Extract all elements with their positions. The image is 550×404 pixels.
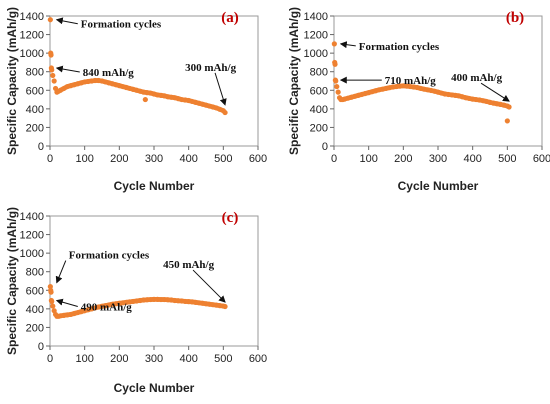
y-tick-label: 1400 [20, 211, 44, 223]
x-tick-label: 600 [533, 153, 550, 165]
annotation-label: Formation cycles [81, 19, 162, 31]
annotation-arrow [55, 65, 80, 73]
outlier-point [504, 118, 510, 124]
x-tick-label: 0 [331, 153, 337, 165]
y-tick-label: 600 [310, 85, 328, 97]
panel-label: (c) [222, 210, 239, 226]
x-tick-label: 300 [429, 153, 447, 165]
annotation-label: 490 mAh/g [81, 302, 133, 314]
annotation-label: 840 mAh/g [83, 67, 135, 79]
annotation-label: 300 mAh/g [185, 62, 237, 74]
annotation-label: Formation cycles [69, 250, 150, 262]
panel-label: (a) [221, 10, 239, 26]
x-tick-label: 100 [359, 153, 377, 165]
annotation-label: 710 mAh/g [385, 75, 437, 87]
x-tick-label: 600 [249, 153, 267, 165]
x-tick-label: 500 [214, 353, 232, 365]
x-tick-label: 400 [179, 353, 197, 365]
y-tick-label: 0 [38, 141, 44, 153]
data-point [334, 83, 340, 90]
data-point [222, 303, 228, 310]
annotation-arrow [214, 72, 227, 106]
annotation-arrow [480, 82, 510, 102]
annotation-arrow [55, 260, 67, 284]
x-tick-label: 200 [110, 153, 128, 165]
data-point [49, 67, 55, 73]
x-tick-label: 100 [75, 353, 93, 365]
data-point [333, 78, 339, 84]
x-axis-title: Cycle Number [114, 179, 195, 193]
y-tick-label: 1400 [20, 11, 44, 23]
x-tick-label: 400 [179, 153, 197, 165]
chart-panel-3: 0 200 400 600 800 1000 1200 1400 0 100 200 300 400 50… [5, 207, 267, 395]
annotation-label: 450 mAh/g [163, 259, 215, 271]
y-tick-label: 1000 [20, 248, 44, 260]
y-tick-label: 1200 [20, 30, 44, 42]
x-axis-title: Cycle Number [114, 381, 195, 395]
x-tick-label: 0 [47, 153, 53, 165]
y-tick-label: 1000 [20, 48, 44, 60]
data-point [50, 303, 56, 309]
annotation-label: 400 mAh/g [451, 72, 503, 84]
plot-frame [49, 215, 259, 347]
x-axis-title: Cycle Number [398, 179, 479, 193]
annotation-arrow [339, 41, 356, 49]
y-tick-label: 600 [26, 285, 44, 297]
annotation-arrow [55, 298, 78, 307]
y-tick-label: 800 [26, 267, 44, 279]
outlier-point [142, 96, 148, 103]
x-tick-label: 200 [110, 353, 128, 365]
panel-label: (b) [506, 10, 524, 26]
y-tick-label: 800 [310, 67, 328, 79]
y-tick-label: 1200 [304, 30, 328, 42]
plot-frame [333, 15, 543, 147]
x-tick-label: 200 [394, 153, 412, 165]
data-point [506, 104, 512, 110]
annotation-label: Formation cycles [359, 41, 440, 53]
y-axis-title: Specific Capacity (mAh/g) [5, 7, 19, 155]
y-tick-label: 400 [310, 104, 328, 116]
y-tick-label: 1200 [20, 230, 44, 242]
y-tick-label: 800 [26, 67, 44, 79]
data-point [50, 72, 56, 79]
chart-panel-1: 0 200 400 600 800 1000 1200 1400 0 100 200 300 400 50… [5, 7, 267, 193]
data-point [335, 89, 341, 95]
data-point [332, 61, 338, 67]
y-tick-label: 1400 [304, 11, 328, 23]
y-tick-label: 600 [26, 85, 44, 97]
data-point [49, 298, 55, 305]
x-tick-label: 100 [75, 153, 93, 165]
data-point [48, 52, 54, 58]
x-tick-label: 300 [145, 353, 163, 365]
y-tick-label: 400 [26, 304, 44, 316]
x-tick-label: 0 [47, 353, 53, 365]
data-point [47, 17, 53, 23]
y-axis-title: Specific Capacity (mAh/g) [287, 7, 301, 155]
y-tick-label: 400 [26, 104, 44, 116]
chart-panel-2: 0 200 400 600 800 1000 1200 1400 0 100 200 300 400 50… [287, 7, 550, 193]
y-tick-label: 200 [310, 122, 328, 134]
y-tick-label: 0 [322, 141, 328, 153]
y-tick-label: 200 [26, 122, 44, 134]
y-tick-label: 0 [38, 341, 44, 353]
x-tick-label: 300 [145, 153, 163, 165]
x-tick-label: 500 [498, 153, 516, 165]
data-point [222, 109, 228, 116]
data-point [51, 78, 57, 84]
x-tick-label: 600 [249, 353, 267, 365]
x-tick-label: 400 [463, 153, 481, 165]
y-tick-label: 1000 [304, 48, 328, 60]
y-tick-label: 200 [26, 322, 44, 334]
x-tick-label: 500 [214, 153, 232, 165]
y-axis-title: Specific Capacity (mAh/g) [5, 207, 19, 355]
data-point [331, 41, 337, 47]
annotation-arrow [192, 269, 226, 303]
annotation-arrow [55, 17, 78, 25]
data-point [48, 289, 54, 295]
